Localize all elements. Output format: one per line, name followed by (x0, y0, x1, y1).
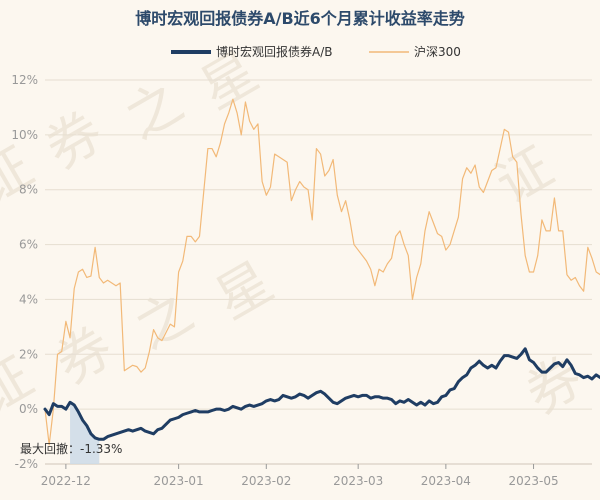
max-drawdown-annotation: 最大回撤：-1.33% (20, 441, 122, 456)
watermark-glyph: 之 (125, 280, 203, 362)
y-tick-label: 4% (19, 292, 38, 306)
watermark-glyph: 证 (485, 135, 563, 217)
x-tick-label: 2023-04 (421, 474, 471, 488)
y-tick-label: 0% (19, 402, 38, 416)
watermark-glyph: 证 (0, 135, 43, 217)
x-tick-label: 2023-05 (508, 474, 558, 488)
y-tick-label: 8% (19, 183, 38, 197)
series-line-fund (43, 347, 600, 441)
y-tick-label: 10% (11, 128, 38, 142)
series-lines (43, 98, 600, 446)
watermark-glyph: 之 (115, 70, 193, 152)
series-line-index (44, 98, 600, 446)
watermark-glyph: 券 (35, 100, 113, 182)
legend-label-index: 沪深300 (414, 45, 461, 59)
y-tick-label: 12% (11, 73, 38, 87)
legend: 博时宏观回报债券A/B 沪深300 (171, 44, 461, 59)
drawdown-shade (70, 402, 100, 464)
watermark-glyph: 星 (205, 250, 283, 332)
y-tick-label: 2% (19, 347, 38, 361)
drawdown-area (70, 402, 100, 464)
x-tick-label: 2023-02 (241, 474, 291, 488)
watermark: 证券 之星证券之星证券 (0, 40, 593, 427)
x-tick-label: 2023-01 (154, 474, 204, 488)
chart-title: 博时宏观回报债券A/B近6个月累计收益率走势 (135, 9, 465, 28)
x-tick-label: 2023-03 (333, 474, 383, 488)
grid-lines (45, 79, 592, 465)
x-axis-ticks: 2022-12 2023-01 2023-02 2023-03 2023-04 2023-… (41, 464, 559, 488)
watermark-glyph: 券 (45, 315, 123, 397)
y-tick-label: -2% (15, 457, 38, 471)
y-tick-label: 6% (19, 238, 38, 252)
legend-label-fund: 博时宏观回报债券A/B (216, 44, 333, 59)
x-tick-label: 2022-12 (41, 474, 91, 488)
y-axis-ticks: -2% 0% 2% 4% 6% 8% 10% 12% (11, 73, 38, 471)
